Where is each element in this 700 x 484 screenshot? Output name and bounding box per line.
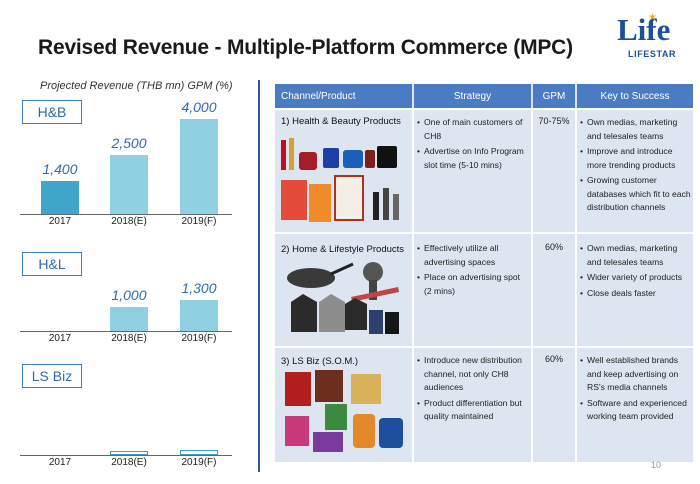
gpm-home-lifestyle: 60%: [544, 242, 563, 252]
header-strategy: Strategy: [414, 84, 531, 108]
list-item: Improve and introduce more trending prod…: [580, 145, 691, 172]
page-number: 10: [651, 460, 662, 470]
header-channel: Channel/Product: [275, 84, 412, 108]
x-tick-label: 2018(E): [111, 333, 147, 344]
key-cell-home-lifestyle: Own medias, marketing and telesales team…: [580, 242, 691, 302]
strategy-cell-health-beauty: One of main customers of CH8 Advertise o…: [417, 116, 529, 174]
column-separator: [575, 108, 577, 462]
row-separator: [275, 232, 693, 234]
list-item: Place on advertising spot (2 mins): [417, 271, 529, 298]
header-key-to-success: Key to Success: [577, 84, 693, 108]
row-title-health-beauty: 1) Health & Beauty Products: [281, 116, 401, 127]
bar: [110, 451, 148, 455]
strategy-table: Channel/Product Strategy GPM Key to Succ…: [275, 84, 693, 462]
bar: [180, 300, 218, 331]
data-label: 1,300: [181, 280, 217, 296]
lifestar-logo: Life ★ LIFESTAR: [612, 12, 692, 62]
logo-main-text: Life: [617, 12, 671, 47]
page-title: Revised Revenue - Multiple-Platform Comm…: [38, 36, 573, 59]
bar: [110, 155, 148, 214]
list-item: Close deals faster: [580, 287, 691, 301]
list-item: Well established brands and keep adverti…: [580, 354, 691, 395]
star-icon: ★: [648, 12, 657, 23]
gpm-ls-biz: 60%: [544, 354, 563, 364]
list-item: Introduce new distribution channel, not …: [417, 354, 529, 395]
x-tick-label: 2018(E): [111, 216, 147, 227]
health-beauty-products-image: [281, 138, 399, 222]
list-item: One of main customers of CH8: [417, 116, 529, 143]
x-tick-label: 2018(E): [111, 457, 147, 468]
column-separator: [412, 108, 414, 462]
list-item: Own medias, marketing and telesales team…: [580, 242, 691, 269]
list-item: Own medias, marketing and telesales team…: [580, 116, 691, 143]
strategy-cell-home-lifestyle: Effectively utilize all advertising spac…: [417, 242, 529, 300]
row-separator: [275, 346, 693, 348]
bar: [180, 450, 218, 455]
data-label: 2,500: [111, 135, 147, 151]
list-item: Advertise on Info Program slot time (5-1…: [417, 145, 529, 172]
home-lifestyle-products-image: [287, 262, 400, 334]
data-label: 1,000: [111, 287, 147, 303]
list-item: Wider variety of products: [580, 271, 691, 285]
data-label: 1,400: [42, 161, 78, 177]
gpm-health-beauty: 70-75%: [538, 116, 570, 126]
bar: [41, 181, 79, 214]
data-label: 4,000: [181, 99, 217, 115]
row-title-ls-biz: 3) LS Biz (S.O.M.): [281, 356, 359, 367]
chart-baseline: [20, 214, 232, 215]
header-gpm: GPM: [533, 84, 575, 108]
list-item: Product differentiation but quality main…: [417, 397, 529, 424]
vertical-divider: [258, 80, 260, 472]
list-item: Growing customer databases which fit to …: [580, 174, 691, 215]
key-cell-health-beauty: Own medias, marketing and telesales team…: [580, 116, 691, 217]
strategy-cell-ls-biz: Introduce new distribution channel, not …: [417, 354, 529, 426]
row-separator: [275, 108, 693, 110]
column-separator: [531, 108, 533, 462]
row-title-home-lifestyle: 2) Home & Lifestyle Products: [281, 244, 405, 255]
bar: [110, 307, 148, 331]
chart-baseline: [20, 455, 232, 456]
chart-subtitle: Projected Revenue (THB mn) GPM (%): [40, 80, 233, 92]
chart-baseline: [20, 331, 232, 332]
x-tick-label: 2019(F): [181, 333, 217, 344]
x-tick-label: 2017: [48, 216, 72, 227]
logo-sub-text: LIFESTAR: [628, 49, 677, 59]
x-tick-label: 2019(F): [181, 457, 217, 468]
list-item: Effectively utilize all advertising spac…: [417, 242, 529, 269]
list-item: Software and experienced working team pr…: [580, 397, 691, 424]
x-tick-label: 2019(F): [181, 216, 217, 227]
segment-label: H&B: [22, 100, 82, 124]
segment-label: LS Biz: [22, 364, 82, 388]
segment-label: H&L: [22, 252, 82, 276]
bar: [180, 119, 218, 214]
x-tick-label: 2017: [48, 333, 72, 344]
x-tick-label: 2017: [48, 457, 72, 468]
ls-biz-products-image: [285, 370, 403, 452]
key-cell-ls-biz: Well established brands and keep adverti…: [580, 354, 691, 426]
